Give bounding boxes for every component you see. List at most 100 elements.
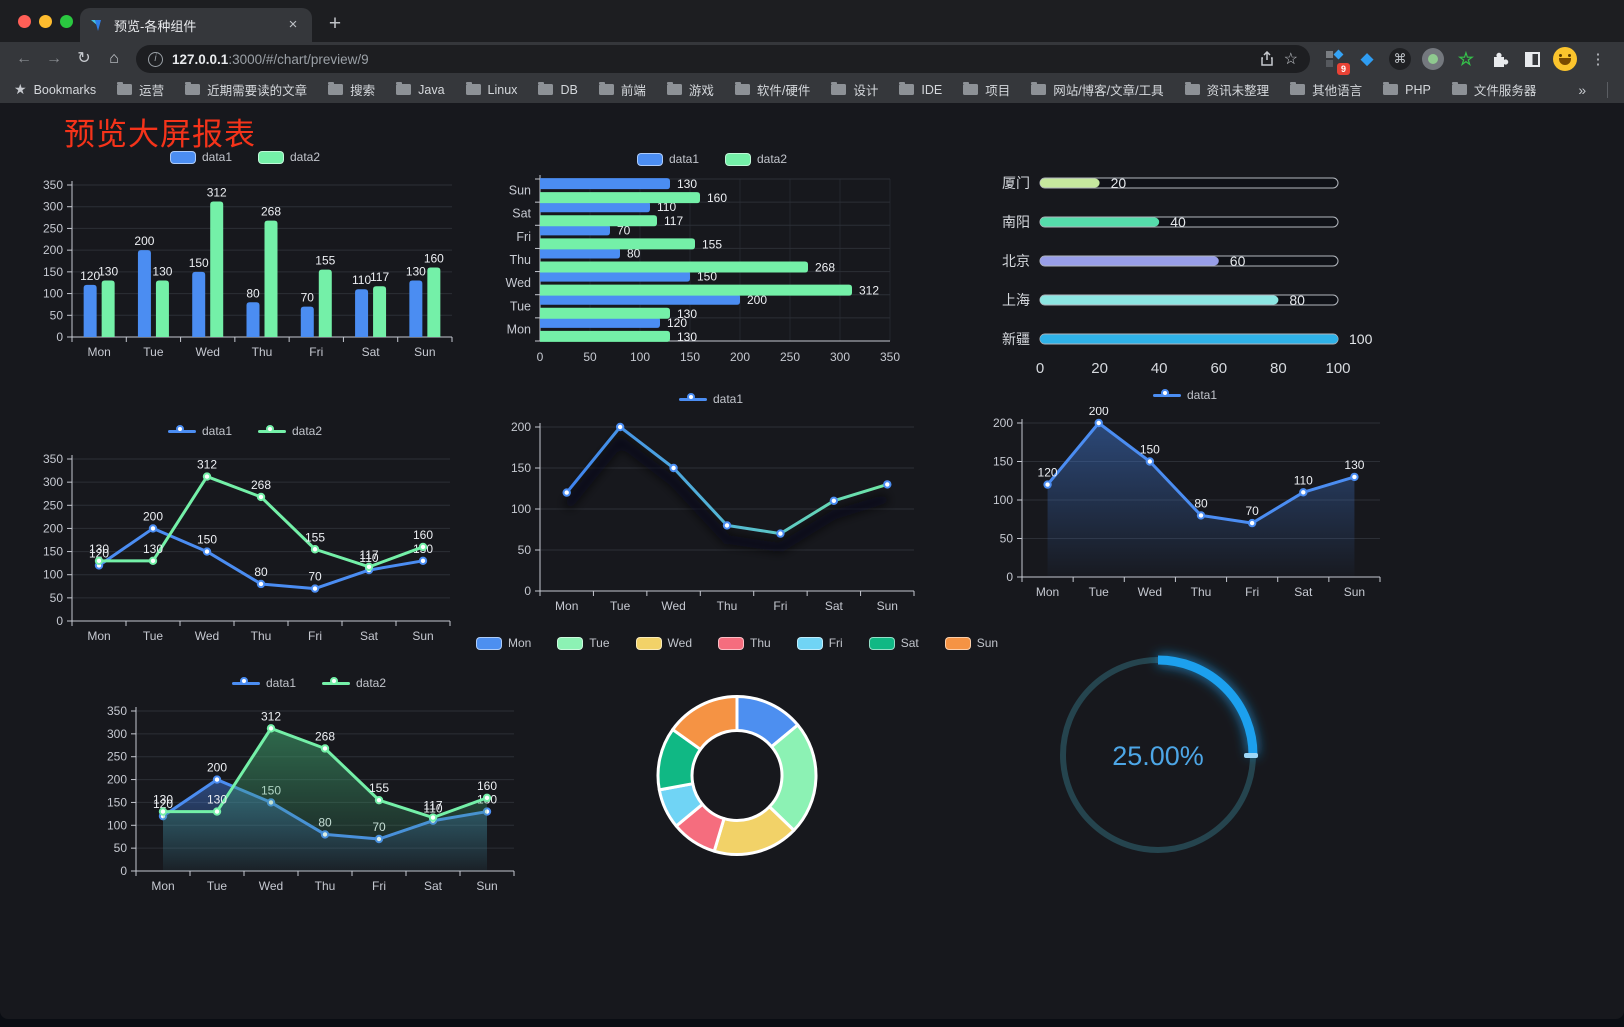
bookmark-folder[interactable]: 网站/博客/文章/工具 xyxy=(1031,80,1164,99)
reload-icon[interactable]: ↻ xyxy=(77,50,91,67)
bookmarks-manager[interactable]: ★ Bookmarks xyxy=(14,81,96,98)
svg-text:155: 155 xyxy=(369,781,389,795)
svg-text:Sat: Sat xyxy=(424,879,443,893)
chart-legend[interactable]: data1 data2 xyxy=(28,419,462,443)
svg-text:150: 150 xyxy=(43,545,63,559)
chrome-menu-icon[interactable]: ⋮ xyxy=(1590,51,1606,68)
bookmark-folder[interactable]: 搜索 xyxy=(328,80,375,99)
svg-text:70: 70 xyxy=(308,570,322,584)
area-line-chart[interactable]: data1 0 50 100 150 200 Mon Tue Wed Thu Fri Sat Sun 12… xyxy=(978,383,1392,605)
chart-legend[interactable]: data1 xyxy=(978,383,1392,407)
chart-legend[interactable]: data1 data2 xyxy=(498,147,926,171)
svg-text:200: 200 xyxy=(747,293,767,307)
bookmark-folder[interactable]: 文件服务器 xyxy=(1451,80,1536,99)
svg-text:200: 200 xyxy=(1089,407,1109,418)
home-icon[interactable]: ⌂ xyxy=(109,50,119,67)
svg-text:Thu: Thu xyxy=(251,629,272,643)
chart-legend[interactable]: Mon Tue Wed Thu Fri Sat Sun xyxy=(475,631,998,655)
vertical-bar-chart[interactable]: data1 data2 0 50 100 150 200 250 300 350 Mon Tue Wed… xyxy=(28,145,462,367)
svg-text:150: 150 xyxy=(511,461,531,475)
command-extension-icon[interactable]: ⌘ xyxy=(1388,47,1412,71)
svg-text:Sun: Sun xyxy=(877,599,898,613)
forward-icon[interactable]: → xyxy=(46,50,62,67)
svg-text:Wed: Wed xyxy=(506,276,532,290)
close-window-button[interactable] xyxy=(18,15,31,28)
bookmark-folder[interactable]: DB xyxy=(538,82,578,97)
site-info-icon[interactable]: i xyxy=(148,51,163,67)
svg-text:Sun: Sun xyxy=(509,184,531,198)
svg-text:120: 120 xyxy=(1038,466,1058,480)
svg-text:Wed: Wed xyxy=(195,345,219,359)
donut-chart[interactable]: Mon Tue Wed Thu Fri Sat Sun xyxy=(475,631,998,876)
svg-text:350: 350 xyxy=(43,452,63,466)
horizontal-bar-chart[interactable]: data1 data2 0 50 100 150 200 250 300 350 Mon 120 130… xyxy=(498,147,926,369)
bookmark-folder[interactable]: Java xyxy=(396,82,445,97)
bookmark-star-icon[interactable]: ☆ xyxy=(1283,51,1298,68)
darkreader-extension-icon[interactable] xyxy=(1520,47,1544,71)
gauge-chart[interactable]: 25.00% xyxy=(1038,635,1278,875)
svg-text:300: 300 xyxy=(107,727,127,741)
svg-text:Mon: Mon xyxy=(87,629,110,643)
folder-icon xyxy=(899,82,915,95)
svg-text:25.00%: 25.00% xyxy=(1112,741,1204,771)
svg-text:200: 200 xyxy=(134,234,154,248)
chart-legend[interactable]: data1 data2 xyxy=(28,145,462,169)
bookmark-folder[interactable]: 游戏 xyxy=(666,80,714,99)
bookmark-folder[interactable]: 项目 xyxy=(963,80,1010,99)
dual-area-line-chart[interactable]: data1 data2 0 50 100 150 200 250 300 350 Mon Tue Wed… xyxy=(92,671,526,899)
svg-text:268: 268 xyxy=(261,205,281,219)
bookmarks-overflow-icon[interactable]: » xyxy=(1578,81,1587,98)
share-icon[interactable] xyxy=(1259,51,1275,67)
folder-icon xyxy=(538,82,554,95)
svg-text:130: 130 xyxy=(89,542,109,556)
tab-close-icon[interactable]: × xyxy=(288,16,298,33)
svg-text:130: 130 xyxy=(153,793,173,807)
zoom-window-button[interactable] xyxy=(60,15,73,28)
address-bar[interactable]: i 127.0.0.1:3000/#/chart/preview/9 ☆ xyxy=(136,45,1310,73)
gradient-line-chart[interactable]: data1 0 50 100 150 200 Mon Tue Wed Thu Fri Sat Sun xyxy=(496,387,926,619)
svg-text:200: 200 xyxy=(43,243,63,257)
svg-text:268: 268 xyxy=(315,729,335,743)
folder-icon xyxy=(831,82,847,95)
browser-tab[interactable]: 预览-各种组件 × xyxy=(80,8,312,42)
folder-icon xyxy=(117,82,133,95)
svg-text:0: 0 xyxy=(120,864,127,878)
svg-text:312: 312 xyxy=(859,284,879,298)
newtab-extension-icon[interactable]: 9 xyxy=(1322,47,1350,75)
chart-legend[interactable]: data1 data2 xyxy=(92,671,526,695)
progress-bar-chart[interactable]: 厦门 20 南阳 40 北京 60 上海 80 新疆 100 0 20 40 60 80 100 xyxy=(982,155,1390,387)
bookmark-folder[interactable]: Linux xyxy=(465,82,517,97)
bookmark-folder[interactable]: 近期需要读的文章 xyxy=(185,80,307,99)
svg-text:110: 110 xyxy=(657,200,676,214)
minimize-window-button[interactable] xyxy=(39,15,52,28)
svg-text:110: 110 xyxy=(359,551,378,565)
svg-text:117: 117 xyxy=(423,799,442,813)
svg-text:北京: 北京 xyxy=(1002,253,1030,269)
chart-legend[interactable]: data1 xyxy=(496,387,926,411)
bookmark-folder[interactable]: 资讯未整理 xyxy=(1184,80,1269,99)
back-icon[interactable]: ← xyxy=(16,50,32,67)
gem-extension-icon[interactable]: ◆ xyxy=(1360,49,1374,68)
new-tab-button[interactable]: + xyxy=(328,12,342,35)
bookmark-folder[interactable]: 前端 xyxy=(598,80,646,99)
bookmark-folder[interactable]: IDE xyxy=(899,82,942,97)
svg-text:250: 250 xyxy=(43,498,63,512)
svg-text:Mon: Mon xyxy=(507,322,531,336)
bookmark-folder[interactable]: 其他语言 xyxy=(1290,80,1362,99)
bookmark-folder[interactable]: PHP xyxy=(1383,82,1431,97)
svg-text:Thu: Thu xyxy=(1191,585,1212,599)
svg-text:200: 200 xyxy=(207,761,227,775)
bookmarks-label: Bookmarks xyxy=(33,82,97,97)
svg-text:130: 130 xyxy=(406,265,426,279)
profile-avatar[interactable] xyxy=(1553,47,1577,71)
puzzle-extensions-icon[interactable] xyxy=(1487,47,1511,71)
vue-devtools-icon[interactable]: ☆ xyxy=(1457,48,1475,69)
dual-line-chart[interactable]: data1 data2 0 50 100 150 200 250 300 350 Mon Tue Wed… xyxy=(28,419,462,649)
recorder-extension-icon[interactable] xyxy=(1421,47,1445,71)
folder-icon xyxy=(465,82,481,95)
url-text[interactable]: 127.0.0.1:3000/#/chart/preview/9 xyxy=(172,51,369,67)
navigation-toolbar: ← → ↻ ⌂ i 127.0.0.1:3000/#/chart/preview… xyxy=(0,42,1624,76)
bookmark-folder[interactable]: 运营 xyxy=(117,80,164,99)
bookmark-folder[interactable]: 设计 xyxy=(831,80,878,99)
bookmark-folder[interactable]: 软件/硬件 xyxy=(734,80,810,99)
